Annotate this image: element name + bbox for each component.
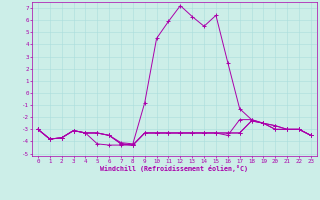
X-axis label: Windchill (Refroidissement éolien,°C): Windchill (Refroidissement éolien,°C) <box>100 165 248 172</box>
